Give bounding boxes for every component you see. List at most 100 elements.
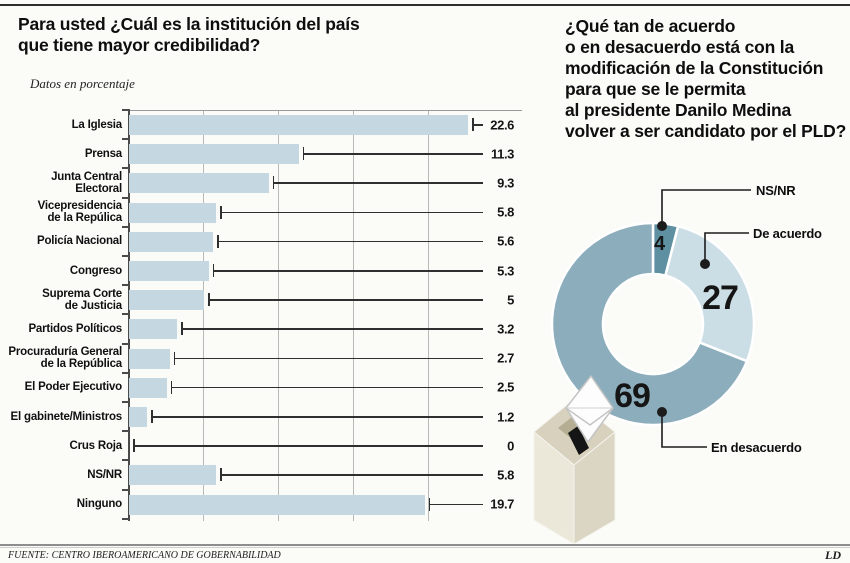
bar-row: Suprema Corte de Justicia 5: [0, 285, 540, 314]
bar: [129, 261, 209, 281]
footer-rule-shadow: [0, 547, 850, 548]
axis-tick: [122, 401, 128, 403]
bar-row: La Iglesia 22.6: [0, 110, 540, 139]
left-chart-title: Para usted ¿Cuál es la institución del p…: [18, 14, 360, 55]
bar: [129, 348, 170, 369]
left-chart-subtitle: Datos en porcentaje: [30, 76, 135, 91]
donut-slice-de-acuerdo: [664, 224, 756, 363]
bar: [129, 319, 177, 340]
axis-tick: [122, 284, 128, 287]
donut-label-deacuerdo: De acuerdo: [753, 226, 822, 241]
bar: [129, 290, 204, 311]
bar: [129, 173, 269, 194]
axis-tick: [122, 430, 128, 433]
axis-tick: [122, 371, 128, 374]
ballot-box-icon: [533, 375, 616, 545]
bar: [129, 202, 216, 223]
axis-tick: [122, 459, 128, 462]
bar-category-label: NS/NR: [87, 468, 122, 481]
bar-category-label: Congreso: [69, 264, 122, 277]
axis-tick: [122, 167, 128, 170]
bar-value: 5: [507, 292, 514, 308]
bar-chart: La Iglesia 22.6 Prensa 11.3 Junta Central El…: [0, 108, 540, 522]
envelope-flap-line: [565, 407, 614, 426]
axis-tick: [122, 109, 128, 111]
bar-value: 11.3: [491, 146, 514, 162]
leader-line: [217, 240, 483, 243]
donut-value-endesacuerdo: 69: [614, 377, 651, 415]
footer-rule: [0, 544, 850, 546]
bar-category-label: Procuraduría General de la República: [8, 346, 122, 371]
bar: [129, 377, 167, 398]
bar-value: 5.8: [497, 204, 514, 220]
leader-line: [170, 386, 483, 389]
ballot-slot: [568, 426, 589, 455]
bar-value: 22.6: [490, 117, 514, 132]
bar-row: El gabinete/Ministros 1.2: [0, 402, 540, 431]
gridline-15: [353, 111, 354, 521]
leader-line: [428, 503, 483, 506]
gridline-20: [428, 111, 429, 521]
bar-row: Ninguno 19.7: [0, 490, 540, 519]
axis-tick: [122, 517, 128, 520]
bar-category-label: Vicepresidencia de la Repúlica: [37, 200, 123, 225]
donut-label-endesacuerdo: En desacuerdo: [711, 440, 802, 455]
leader-line: [472, 124, 483, 126]
bar-category-label: Suprema Corte de Justicia: [42, 287, 122, 312]
leader-line: [272, 182, 483, 184]
donut-value-deacuerdo: 27: [702, 279, 739, 317]
bar-row: Procuraduría General de la República 2.7: [0, 344, 540, 373]
bar: [129, 494, 425, 515]
bar-row: Prensa 11.3: [0, 139, 540, 168]
bar-category-label: Crus Roja: [69, 439, 122, 452]
callout-dot-endesacuerdo: [657, 407, 667, 417]
axis-tick: [122, 255, 128, 257]
leader-line: [220, 474, 483, 476]
bar-value: 5.3: [497, 263, 514, 278]
donut-label-nsnr: NS/NR: [756, 183, 796, 198]
bar: [129, 144, 299, 165]
leader-line: [302, 153, 483, 155]
envelope-body: [565, 375, 614, 443]
bar-category-label: Ninguno: [76, 498, 122, 511]
bar-row: El Poder Ejecutivo 2.5: [0, 373, 540, 402]
donut-slices: [550, 221, 756, 427]
bar: [129, 407, 147, 427]
right-chart-title: ¿Qué tan de acuerdo o en desacuerdo está…: [565, 16, 847, 141]
bar-value: 2.5: [497, 379, 514, 395]
gridline-5: [203, 111, 204, 521]
leader-line: [173, 357, 483, 360]
source-text: FUENTE: CENTRO IBEROAMERICANO DE GOBERNA…: [8, 550, 281, 561]
y-axis: [128, 109, 130, 521]
bar-category-label: Partidos Políticos: [28, 322, 122, 335]
bar-row: NS/NR 5.8: [0, 460, 540, 489]
bar-value: 0: [507, 438, 514, 454]
top-rule: [0, 4, 850, 6]
axis-tick: [122, 196, 128, 199]
axis-tick: [122, 488, 128, 491]
callout-line-endesacuerdo: [661, 414, 707, 448]
bar-chart-top-border: [128, 110, 522, 111]
envelope-icon: [565, 375, 614, 443]
bar-value: 3.2: [497, 321, 514, 337]
bar-category-label: Junta Central Electoral: [51, 170, 122, 195]
bar-row: Partidos Políticos 3.2: [0, 314, 540, 343]
leader-line: [151, 416, 483, 418]
bar-row: Congreso 5.3: [0, 256, 540, 285]
bar-category-label: Prensa: [84, 147, 122, 160]
callout-line-nsnr: [661, 189, 751, 224]
donut-callout-dots: [657, 221, 710, 417]
leader-line: [208, 299, 483, 301]
bar-category-label: Policía Nacional: [37, 235, 122, 248]
bar-value: 9.3: [497, 175, 514, 191]
gridline-10: [278, 111, 279, 521]
bar-value: 1.2: [497, 409, 514, 424]
axis-tick: [122, 342, 128, 345]
leader-line: [220, 211, 483, 214]
leader-line: [181, 328, 483, 330]
callout-dot-nsnr: [657, 221, 667, 231]
credit-logo: LD: [825, 548, 841, 562]
leader-line: [212, 270, 483, 272]
axis-tick: [122, 138, 128, 141]
